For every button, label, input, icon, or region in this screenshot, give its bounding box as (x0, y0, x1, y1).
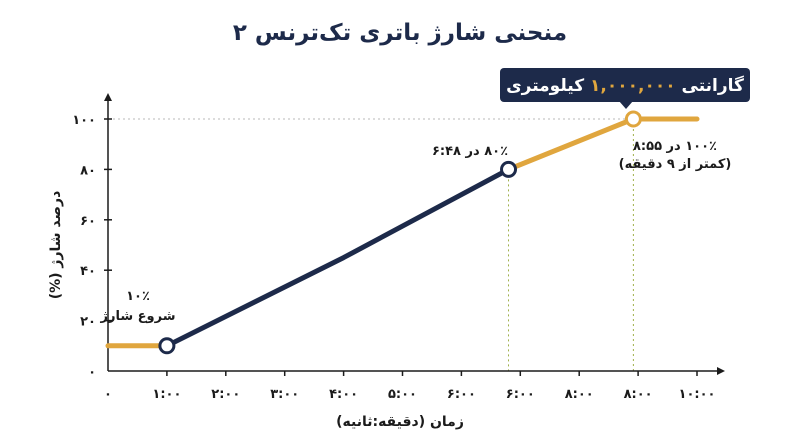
annotation-0-line-1: شروع شارژ (100, 309, 176, 324)
badge-text-end: کیلومتری (506, 76, 590, 96)
axes (104, 93, 725, 375)
annotation-2-line-0: ۱۰۰٪ در ۸:۵۵ (633, 139, 717, 154)
y-tick-label: ۶۰ (80, 214, 96, 229)
data-markers (158, 110, 642, 355)
x-tick-label: ۲:۰۰ (211, 387, 240, 402)
y-tick-label: ۲۰ (80, 315, 96, 330)
chart-title: منحنی شارژ باتری تک‌ترنس ۲ (233, 20, 567, 46)
x-tick-labels: ۰ ۱:۰۰ ۲:۰۰ ۳:۰۰ ۴:۰۰ ۵:۰۰ ۶:۰۰ ۶:۰۰ ۸:۰۰ ۸:۰۰ ۱۰:… (104, 371, 715, 402)
marker-0 (158, 337, 176, 355)
y-tick-label: ۸۰ (80, 163, 96, 178)
annotation-2-line-1: (کمتر از ۹ دقیقه) (619, 157, 732, 172)
badge-background (500, 68, 750, 102)
x-tick-label: ۳:۰۰ (270, 387, 299, 402)
y-tick-labels: ۰ ۲۰ ۴۰ ۶۰ ۸۰ ۱۰۰ (72, 113, 112, 380)
x-axis-arrow (717, 367, 725, 375)
badge-pointer (619, 101, 633, 109)
series-lines (105, 116, 700, 349)
y-tick-label: ۴۰ (80, 264, 96, 279)
series-line-1 (164, 166, 511, 349)
x-axis-label: زمان (دقیقه:ثانیه) (336, 414, 464, 430)
x-tick-label: ۸:۰۰ (565, 387, 594, 402)
x-tick-label: ۶:۰۰ (506, 387, 535, 402)
marker-2 (624, 110, 642, 128)
x-tick-label: ۸:۰۰ (624, 387, 653, 402)
x-tick-label: ۶:۰۰ (447, 387, 476, 402)
badge-text: گارانتی ۱,۰۰۰,۰۰۰ کیلومتری (506, 75, 744, 96)
annotation-1-line-0: ۸۰٪ در ۶:۴۸ (432, 144, 508, 159)
x-tick-label: ۵:۰۰ (388, 387, 417, 402)
x-tick-label: ۴:۰۰ (329, 387, 358, 402)
x-tick-label: ۱:۰۰ (152, 387, 181, 402)
badge-text-highlight: ۱,۰۰۰,۰۰۰ (590, 76, 676, 96)
y-tick-label: ۱۰۰ (72, 113, 96, 128)
annotation-0-line-0: ۱۰٪ (126, 289, 150, 304)
y-tick-label: ۰ (88, 365, 96, 380)
guide-lines (108, 118, 697, 371)
badge-text-main: گارانتی (676, 75, 744, 96)
x-tick-label: ۱۰:۰۰ (679, 387, 716, 402)
marker-1 (500, 160, 518, 178)
guarantee-badge: گارانتی ۱,۰۰۰,۰۰۰ کیلومتری (500, 68, 750, 109)
y-axis-arrow (104, 93, 112, 101)
x-tick-label: ۰ (104, 387, 112, 402)
y-axis-label: درصد شارژ (%) (48, 191, 64, 300)
annotations: ۱۰٪ شروع شارژ ۸۰٪ در ۶:۴۸ ۱۰۰٪ در ۸:۵۵ (کمتر… (100, 139, 732, 324)
